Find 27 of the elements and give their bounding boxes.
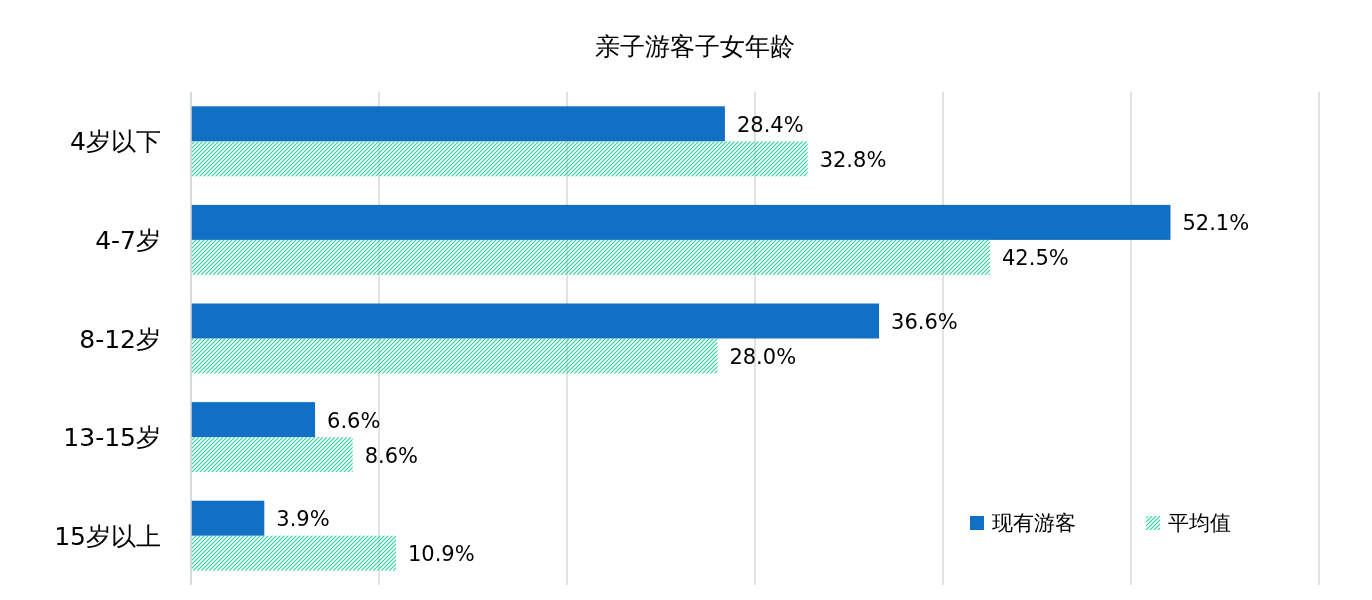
data-label: 8.6%	[364, 443, 419, 468]
bar	[191, 402, 316, 438]
data-label: 28.0%	[729, 345, 797, 369]
data-label: 32.8%	[819, 147, 887, 172]
bar	[191, 303, 880, 339]
bar	[191, 204, 1171, 240]
y-tick-label: 4-7岁	[95, 225, 161, 255]
data-label: 10.9%	[407, 542, 475, 567]
y-tick-label: 8-12岁	[79, 324, 161, 354]
bar	[191, 106, 725, 142]
data-label: 3.9%	[276, 507, 330, 532]
chart-title: 亲子游客子女年龄	[595, 32, 795, 61]
y-tick-label: 13-15岁	[63, 423, 161, 453]
bar	[191, 500, 265, 536]
legend-label: 现有游客	[992, 511, 1076, 535]
data-label: 52.1%	[1182, 211, 1250, 236]
bar	[191, 338, 718, 374]
bar	[191, 535, 396, 571]
data-label: 6.6%	[327, 408, 381, 433]
bar	[191, 141, 808, 177]
data-label: 28.4%	[736, 112, 804, 137]
bar	[191, 437, 353, 473]
y-tick-label: 4岁以下	[70, 127, 161, 157]
bar	[191, 239, 990, 275]
data-label: 42.5%	[1002, 246, 1069, 271]
data-label: 36.6%	[891, 310, 958, 334]
y-tick-label: 15岁以上	[54, 521, 161, 551]
